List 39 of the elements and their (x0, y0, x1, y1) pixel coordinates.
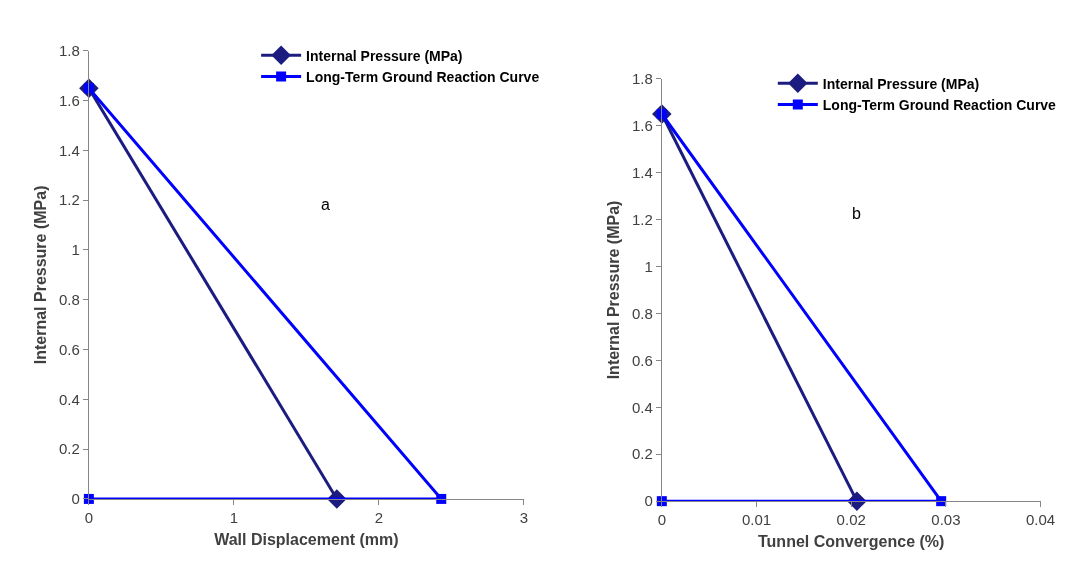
y-axis-title: Internal Pressure (MPa) (604, 200, 622, 380)
x-axis-title: Wall Displacement (mm) (214, 530, 399, 548)
annotation: a (321, 196, 330, 213)
y-tick-label: 0 (644, 492, 653, 510)
annotation: b (852, 205, 861, 222)
y-axis-title: Internal Pressure (MPa) (31, 185, 49, 365)
y-tick-label: 0.4 (59, 390, 80, 408)
x-tick-label: 0.03 (931, 511, 961, 529)
legend-label: Long-Term Ground Reaction Curve (822, 96, 1057, 113)
legend-label: Internal Pressure (MPa) (306, 47, 463, 64)
legend-label: Long-Term Ground Reaction Curve (306, 68, 540, 85)
x-tick-label: 3 (519, 508, 529, 526)
y-tick-label: 1 (644, 257, 653, 275)
x-tick-label: 0 (657, 511, 666, 529)
y-tick-label: 0.2 (59, 440, 80, 458)
y-tick-label: 1.6 (631, 116, 653, 134)
y-tick-label: 0.6 (631, 351, 653, 369)
x-tick-label: 0 (84, 508, 94, 526)
x-tick-label: 0.01 (741, 511, 772, 529)
y-tick-label: 0.6 (59, 340, 80, 358)
y-tick-label: 0 (71, 490, 80, 508)
y-tick-label: 1 (71, 241, 80, 259)
y-tick-label: 0.8 (59, 291, 80, 309)
x-tick-label: 2 (374, 508, 384, 526)
x-tick-label: 0.04 (1026, 511, 1056, 529)
legend-label: Internal Pressure (MPa) (822, 75, 980, 92)
y-tick-label: 1.4 (59, 141, 80, 159)
y-tick-label: 1.4 (631, 163, 653, 181)
x-axis-title: Tunnel Convergence (%) (758, 532, 945, 550)
y-tick-label: 0.2 (631, 445, 653, 463)
x-tick-label: 1 (229, 508, 239, 526)
y-tick-label: 1.8 (59, 42, 80, 60)
y-tick-label: 0.4 (631, 398, 653, 416)
y-tick-label: 1.8 (631, 70, 653, 87)
y-tick-label: 1.2 (59, 191, 80, 209)
y-tick-label: 1.2 (631, 210, 653, 228)
y-tick-label: 1.6 (59, 91, 80, 109)
y-tick-label: 0.8 (631, 304, 653, 322)
x-tick-label: 0.02 (836, 511, 866, 529)
